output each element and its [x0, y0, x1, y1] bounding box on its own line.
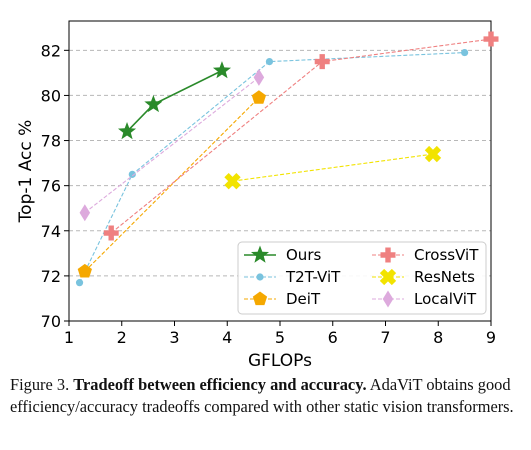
x-tick-label: 5 — [275, 328, 285, 347]
series-localvit — [79, 68, 265, 222]
x-tick-label: 6 — [328, 328, 338, 347]
legend: Ours T2T-ViT DeiT CrossViT ResNets LocalViT — [237, 241, 487, 315]
series-crossvit — [103, 31, 499, 241]
data-point — [117, 122, 137, 140]
x-tick-label: 3 — [169, 328, 179, 347]
x-tick-label: 4 — [222, 328, 232, 347]
caption-title: Tradeoff between efficiency and accuracy… — [73, 375, 367, 394]
x-tick-label: 1 — [64, 328, 74, 347]
data-point — [251, 90, 267, 104]
data-point — [212, 61, 232, 79]
series-line — [232, 153, 434, 182]
y-tick-label: 80 — [41, 86, 61, 105]
y-tick-label: 74 — [41, 222, 61, 241]
data-point — [75, 279, 84, 287]
data-point — [77, 263, 92, 278]
data-point — [103, 225, 119, 241]
data-point — [265, 58, 274, 66]
x-tick-label: 8 — [433, 328, 443, 347]
y-tick-label: 76 — [41, 177, 61, 196]
series-line — [79, 52, 465, 283]
data-point — [128, 170, 136, 178]
legend-marker — [380, 247, 396, 263]
caption-text: AdaViT obtains good efficiency/accuracy … — [10, 375, 514, 416]
legend-box — [237, 241, 487, 315]
series-resnets — [224, 145, 442, 190]
data-point — [79, 204, 91, 222]
legend-label: CrossViT — [414, 246, 479, 264]
figure-caption: Figure 3. Tradeoff between efficiency an… — [10, 374, 526, 418]
series-line — [126, 69, 223, 133]
y-tick-label: 70 — [41, 312, 61, 331]
legend-marker — [250, 245, 270, 263]
y-tick-label: 82 — [41, 41, 61, 60]
x-tick-label: 7 — [380, 328, 390, 347]
data-point — [253, 68, 265, 86]
series-t2t-vit — [75, 48, 469, 287]
legend-marker — [382, 290, 394, 308]
legend-marker — [379, 268, 397, 286]
legend-label: Ours — [286, 246, 321, 264]
series-line — [110, 38, 492, 234]
series-line — [84, 97, 260, 272]
legend-marker — [256, 273, 264, 281]
x-tick-label: 9 — [486, 328, 496, 347]
legend-label: DeiT — [286, 290, 321, 308]
data-point — [424, 145, 442, 163]
x-axis-label: GFLOPs — [248, 351, 312, 371]
data-point — [144, 94, 163, 113]
data-point — [314, 54, 330, 70]
data-point — [224, 172, 241, 190]
y-axis-label: Top-1 Acc % — [16, 120, 36, 224]
data-point — [461, 48, 469, 57]
data-point — [483, 31, 499, 47]
legend-label: ResNets — [414, 268, 475, 286]
legend-label: T2T-ViT — [285, 268, 341, 286]
legend-marker — [252, 291, 268, 306]
legend-label: LocalViT — [414, 290, 477, 308]
y-tick-label: 78 — [41, 132, 61, 151]
figure: 1 2 3 4 5 6 7 8 9 70 72 74 76 78 80 82 GFLOPs Top-1 Acc %… — [16, 20, 499, 371]
series-line — [84, 76, 260, 214]
x-tick-label: 2 — [117, 328, 127, 347]
series-deit — [77, 90, 267, 278]
series-ours — [117, 61, 232, 140]
y-tick-label: 72 — [41, 267, 61, 286]
caption-label: Figure 3. — [10, 375, 70, 394]
